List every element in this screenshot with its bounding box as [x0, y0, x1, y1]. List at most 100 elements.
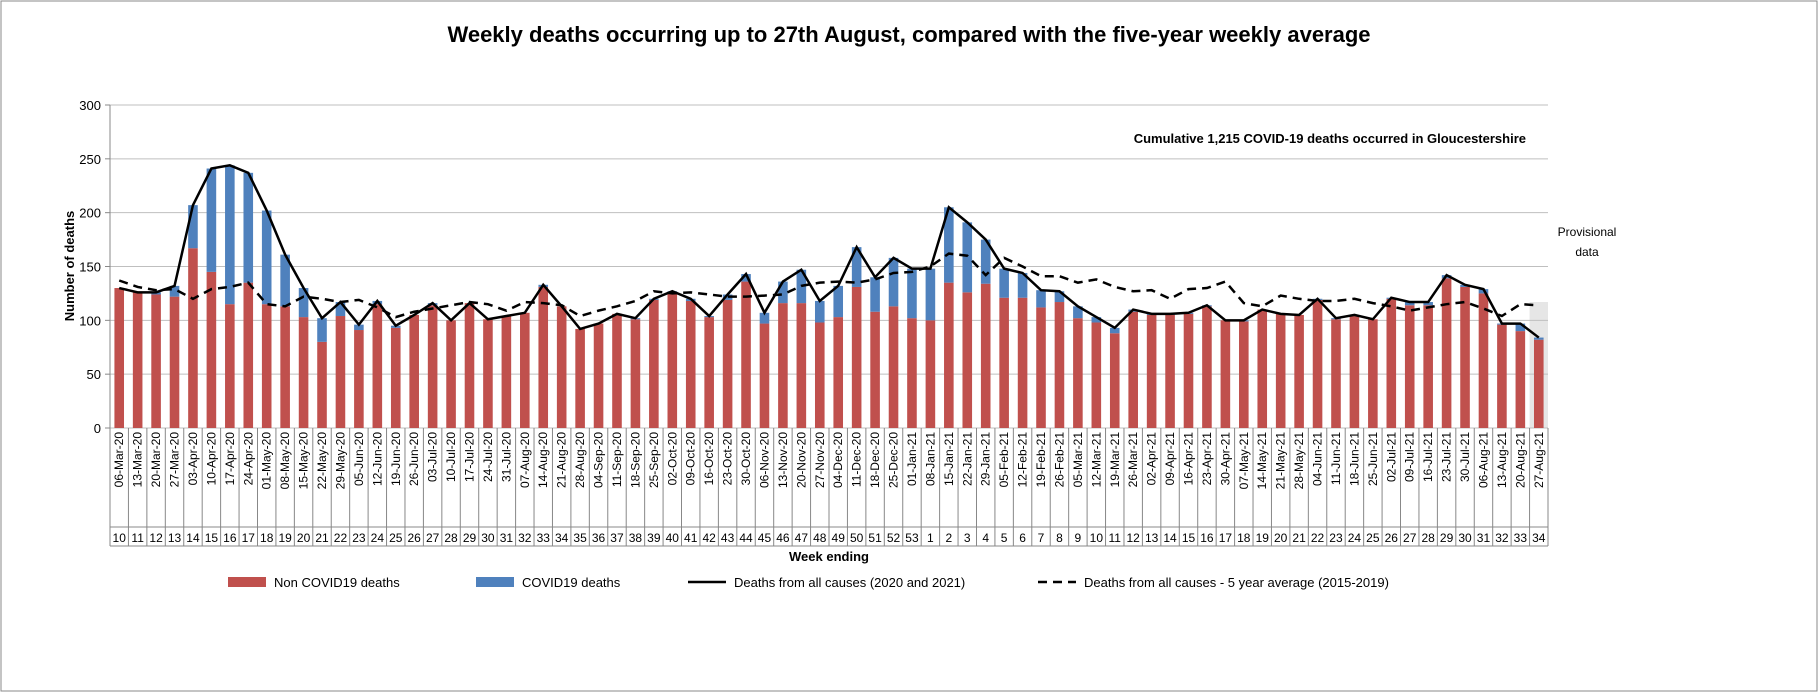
bar — [1368, 319, 1378, 428]
x-axis-title: Week ending — [789, 549, 869, 564]
week-number: 17 — [242, 531, 256, 545]
bar — [888, 257, 899, 307]
bar — [999, 268, 1009, 298]
week-number: 42 — [702, 531, 716, 545]
x-tick-label: 18-Dec-20 — [868, 432, 882, 488]
x-tick-label: 01-May-20 — [260, 432, 274, 490]
bar — [409, 314, 419, 428]
x-tick-label: 20-Aug-21 — [1513, 432, 1527, 488]
bar — [962, 222, 973, 293]
bar — [372, 304, 383, 428]
week-number: 36 — [592, 531, 606, 545]
legend-swatch — [228, 577, 266, 587]
bar — [225, 165, 235, 305]
week-number: 9 — [1075, 531, 1082, 545]
x-tick-label: 27-Aug-21 — [1532, 432, 1546, 488]
bar — [1073, 306, 1083, 319]
x-tick-label: 07-Aug-20 — [518, 432, 532, 488]
x-tick-label: 26-Jun-20 — [407, 432, 421, 486]
bar — [446, 320, 456, 428]
bar — [796, 303, 807, 428]
week-number: 21 — [1292, 531, 1306, 545]
week-number: 50 — [850, 531, 864, 545]
week-number: 13 — [168, 531, 182, 545]
x-tick-label: 08-Jan-21 — [923, 432, 937, 486]
week-number: 26 — [408, 531, 422, 545]
bar — [188, 205, 198, 249]
x-tick-label: 04-Dec-20 — [831, 432, 845, 488]
bar — [612, 313, 622, 428]
x-tick-label: 06-Nov-20 — [757, 432, 771, 488]
week-number: 12 — [1127, 531, 1141, 545]
bar — [1017, 297, 1028, 428]
bar — [759, 323, 770, 428]
x-tick-label: 03-Jul-20 — [426, 432, 440, 482]
bar — [1349, 316, 1360, 428]
week-number: 26 — [1385, 531, 1399, 545]
bar — [261, 210, 272, 305]
bar — [1257, 309, 1268, 428]
week-number: 27 — [426, 531, 440, 545]
x-tick-label: 29-Jan-21 — [979, 432, 993, 486]
bar — [151, 294, 161, 428]
week-number: 33 — [1514, 531, 1528, 545]
week-number: 10 — [113, 531, 127, 545]
bar — [1128, 311, 1138, 428]
x-tick-label: 05-Feb-21 — [997, 432, 1011, 488]
x-tick-label: 18-Jun-21 — [1347, 432, 1361, 486]
week-number: 22 — [334, 531, 348, 545]
x-tick-label: 29-May-20 — [333, 432, 347, 490]
week-number: 3 — [964, 531, 971, 545]
x-tick-label: 16-Jul-21 — [1421, 432, 1435, 482]
x-tick-label: 19-Mar-21 — [1108, 432, 1122, 488]
bar — [1146, 314, 1157, 428]
bar — [907, 268, 917, 319]
bar — [575, 328, 585, 428]
x-tick-label: 30-Oct-20 — [739, 432, 753, 486]
x-tick-label: 17-Jul-20 — [463, 432, 477, 482]
bar — [851, 286, 862, 428]
bar — [778, 303, 788, 428]
week-number: 30 — [481, 531, 495, 545]
x-tick-label: 25-Dec-20 — [887, 432, 901, 488]
x-tick-label: 06-Mar-20 — [112, 432, 126, 488]
bar — [1294, 314, 1304, 428]
bar — [317, 341, 327, 428]
x-tick-label: 12-Jun-20 — [370, 432, 384, 486]
bar — [1460, 286, 1470, 428]
y-tick-label: 100 — [79, 313, 101, 328]
bar — [1202, 306, 1212, 428]
bar — [833, 317, 844, 428]
bar — [704, 317, 714, 428]
bar — [1017, 272, 1028, 298]
x-tick-label: 13-Mar-20 — [131, 432, 145, 488]
bar — [243, 282, 254, 428]
x-tick-label: 23-Jul-21 — [1440, 432, 1454, 482]
provisional-note: Provisional data — [1557, 225, 1617, 259]
week-number: 44 — [739, 531, 753, 545]
x-tick-label: 03-Apr-20 — [186, 432, 200, 486]
bar — [1054, 302, 1065, 428]
x-tick-label: 11-Dec-20 — [850, 432, 864, 487]
bar — [243, 172, 254, 283]
legend-label: Deaths from all causes (2020 and 2021) — [734, 575, 965, 590]
week-number: 37 — [610, 531, 624, 545]
week-number: 32 — [518, 531, 532, 545]
bar — [888, 306, 899, 428]
week-number: 38 — [629, 531, 643, 545]
bar — [944, 207, 954, 283]
bar — [630, 319, 641, 428]
week-number: 4 — [982, 531, 989, 545]
bar — [944, 282, 954, 428]
bar — [870, 277, 880, 312]
x-tick-label: 06-Aug-21 — [1476, 432, 1490, 488]
x-tick-label: 24-Jul-20 — [481, 432, 495, 482]
bar — [649, 299, 659, 428]
x-tick-label: 05-Mar-21 — [1071, 432, 1085, 488]
bar — [538, 286, 549, 428]
week-number: 34 — [555, 531, 569, 545]
bar — [1478, 293, 1489, 428]
week-number: 53 — [905, 531, 919, 545]
bar — [833, 285, 844, 318]
